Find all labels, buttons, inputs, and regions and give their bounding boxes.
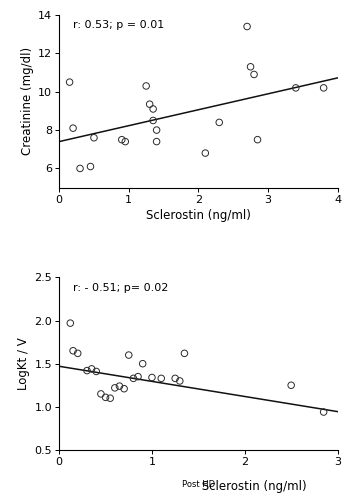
Point <box>75 350 80 358</box>
Point <box>248 63 253 71</box>
Point <box>154 138 159 145</box>
Point <box>293 84 299 92</box>
Point <box>321 84 326 92</box>
Point <box>91 134 97 142</box>
Point <box>130 374 136 382</box>
Point <box>77 164 83 172</box>
Point <box>244 22 250 30</box>
X-axis label: Sclerostin (ng/ml): Sclerostin (ng/ml) <box>146 208 251 222</box>
Point <box>203 149 208 157</box>
Point <box>288 382 294 390</box>
Point <box>177 377 183 385</box>
Point <box>149 374 155 382</box>
Point <box>89 365 94 373</box>
Point <box>158 374 164 382</box>
Point <box>122 138 128 145</box>
Point <box>150 105 156 113</box>
Point <box>112 384 118 392</box>
Y-axis label: LogKt / V: LogKt / V <box>17 338 30 390</box>
Point <box>216 118 222 126</box>
Text: r: - 0.51; p= 0.02: r: - 0.51; p= 0.02 <box>73 282 168 292</box>
Point <box>121 384 127 392</box>
Point <box>126 351 132 359</box>
Point <box>94 368 99 376</box>
Point <box>150 116 156 124</box>
Point <box>117 382 122 390</box>
Point <box>88 162 93 170</box>
Point <box>182 350 187 358</box>
Point <box>251 70 257 78</box>
Point <box>321 408 326 416</box>
Point <box>143 82 149 90</box>
Point <box>84 366 90 374</box>
Text: Post HD: Post HD <box>182 480 215 489</box>
Point <box>119 136 125 143</box>
Point <box>140 360 145 368</box>
Point <box>255 136 260 143</box>
Point <box>103 394 108 402</box>
Text: Sclerostin (ng/ml): Sclerostin (ng/ml) <box>198 480 307 493</box>
Point <box>70 346 76 354</box>
Point <box>172 374 178 382</box>
Point <box>135 372 141 380</box>
Point <box>147 100 152 108</box>
Point <box>68 319 73 327</box>
Point <box>154 126 159 134</box>
Point <box>70 124 76 132</box>
Point <box>67 78 72 86</box>
Y-axis label: Creatinine (mg/dl): Creatinine (mg/dl) <box>21 47 34 156</box>
Point <box>98 390 104 398</box>
Point <box>108 394 113 402</box>
Text: r: 0.53; p = 0.01: r: 0.53; p = 0.01 <box>73 20 164 30</box>
